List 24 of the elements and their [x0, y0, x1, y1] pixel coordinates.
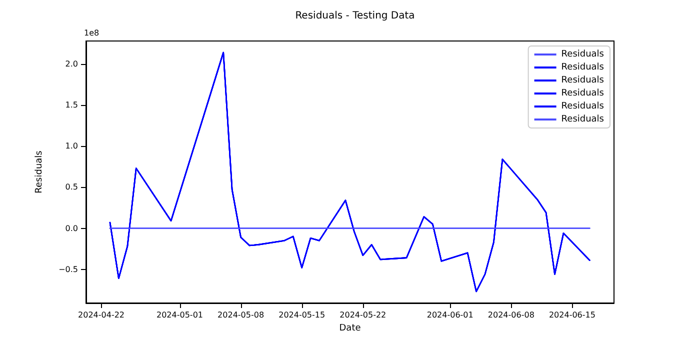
legend-label: Residuals — [561, 50, 604, 60]
x-tick-label: 2024-06-15 — [548, 310, 596, 320]
y-tick-label: −0.5 — [58, 264, 78, 274]
chart-title: Residuals - Testing Data — [295, 10, 415, 22]
x-tick-label: 2024-05-22 — [340, 310, 386, 320]
x-axis-title: Date — [339, 323, 362, 334]
y-tick-label: 1.0 — [65, 142, 78, 151]
y-axis-title: Residuals — [34, 150, 44, 194]
legend-label: Residuals — [561, 102, 604, 112]
x-tick-label: 2024-06-01 — [426, 310, 474, 320]
legend-label: Residuals — [561, 76, 604, 86]
x-tick-label: 2024-05-08 — [218, 310, 264, 320]
legend-label: Residuals — [561, 62, 604, 72]
text: 1e8 — [84, 28, 100, 38]
x-tick-label: 2024-05-15 — [278, 310, 326, 320]
y-tick-label: 0.0 — [65, 224, 78, 233]
y-tick-label: 1.5 — [65, 100, 78, 110]
x-tick-label: 2024-05-01 — [156, 310, 204, 320]
x-tick-label: 2024-04-22 — [78, 310, 125, 320]
y-tick-label: 2.0 — [65, 59, 78, 68]
legend-label: Residuals — [561, 88, 604, 98]
legend-label: Residuals — [561, 114, 604, 124]
y-tick-label: 0.5 — [65, 182, 78, 192]
x-tick-label: 2024-06-08 — [488, 310, 534, 320]
